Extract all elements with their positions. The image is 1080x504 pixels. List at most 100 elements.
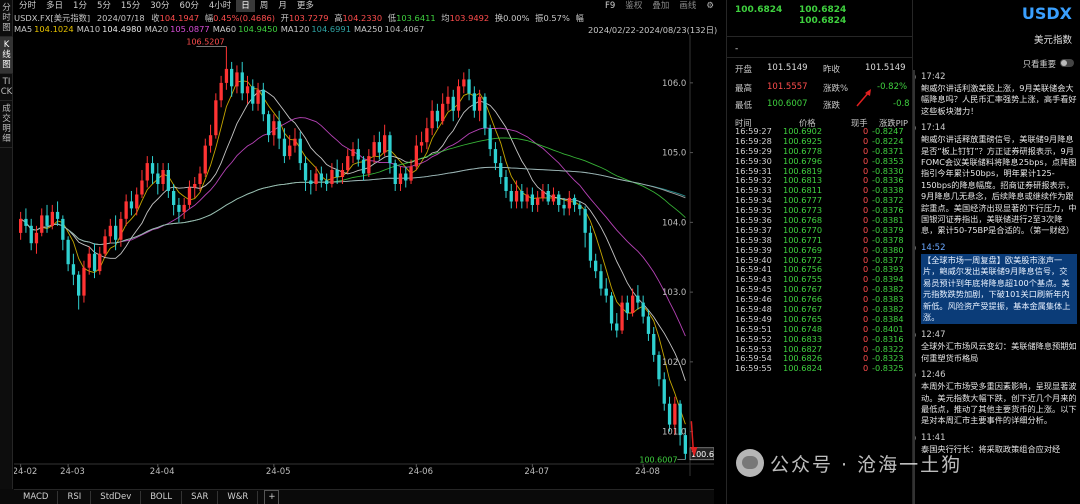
candle [124,194,128,226]
tick-pip: -0.8338 [872,185,904,196]
ma-legend-item: MA250 104.4067 [354,24,424,34]
draw-button[interactable]: 画线 [679,1,697,11]
candle [646,309,651,341]
period-tab[interactable]: 多日 [46,1,64,11]
add-indicator-button[interactable]: + [264,489,280,504]
vtab-kline[interactable]: K线图 [0,37,13,74]
candle [462,72,466,94]
tick-row: 16:59:48 100.6767 0 -0.8382 [735,304,915,315]
tick-pip: -0.8330 [872,165,904,176]
candle [493,142,498,171]
dash-value: - [735,44,739,54]
period-tab[interactable]: 周 [259,1,269,11]
news-time: 17:42 [921,72,946,82]
candle-body [282,138,287,157]
x-tick-label: 24-04 [150,467,175,476]
candle [61,215,65,251]
candle-body [346,156,350,171]
candlestick-chart[interactable]: 106.0 105.0 104.0 103.0 102.0 101.0 100.682 24… [14,35,714,476]
settings-icon[interactable]: ⚙ [706,1,714,11]
news-item[interactable]: 17:42 鲍威尔讲话利激美股上涨，9月美联储会大幅降息吗？人民币汇率强势上涨，高… [915,70,1080,121]
news-item[interactable]: 12:46 本周外汇市场受多重因素影响，呈现显著波动。美元指数大幅下跌，创下近几个… [915,368,1080,431]
candle [298,131,302,171]
low-label: 低 [387,13,397,23]
tick-price: 100.6748 [783,323,823,334]
candle [77,271,81,310]
indicator-tab-stddev[interactable]: StdDev [91,490,142,504]
candle-body [404,173,408,181]
candle-body [98,253,102,272]
chg-pct-label: 涨跌% [823,84,849,94]
indicator-tab-sar[interactable]: SAR [182,490,219,504]
indicator-tab-wr[interactable]: W&R [218,490,259,504]
period-tab-more[interactable]: 更多 [296,1,314,11]
tick-vol: 0 [863,224,869,235]
candle-body [536,197,540,205]
candle-body [214,100,218,136]
period-tab[interactable]: 月 [278,1,287,11]
timeline-dot-icon [915,74,916,80]
tick-row: 16:59:32 100.6813 0 -0.8336 [735,176,915,186]
candle-body [261,89,265,115]
news-item[interactable]: 17:14 鲍威尔讲话释放重磅信号，美联储9月降息是否“板上钉钉”？方正证券研报表… [915,121,1080,241]
candle [230,61,234,97]
vtab-timeshare[interactable]: 分时图 [0,0,13,37]
candle-body [309,180,313,184]
chart-tools: F9 鉴权 叠加 画线 ⚙ [605,0,714,12]
candle [483,93,487,136]
candle-body [419,142,424,146]
candle [129,190,134,216]
tick-row: 16:59:41 100.6756 0 -0.8393 [735,265,915,275]
candle-body [631,295,635,313]
f9-button[interactable]: F9 [605,1,616,11]
period-tab[interactable]: 4小时 [208,1,232,11]
news-text: 鲍威尔讲话释放重磅信号，美联储9月降息是否“板上钉钉”？方正证券研报表示，9月F… [921,134,1077,236]
y-tick-label: 105.0 [662,149,686,159]
period-tab-day[interactable]: 日 [236,0,255,12]
candle-body [425,128,429,143]
candle-body [504,177,508,191]
candle [499,156,503,184]
chg-label: 涨跌 [823,101,841,111]
tick-pip: -0.8384 [872,313,904,324]
news-item[interactable]: 14:52 【全球市场一周复盘】欧美股市涨声一片，鲍威尔发出美联储9月降息信号，交… [915,241,1080,328]
auth-button[interactable]: 鉴权 [625,1,643,11]
candle [208,124,213,153]
indicator-tab-macd[interactable]: MACD [14,490,59,504]
period-tab[interactable]: 1分 [73,1,87,11]
candle [340,163,345,184]
x-tick-label: 24-03 [60,467,85,476]
candle-body [351,149,355,157]
candle [609,292,614,331]
candle [478,89,482,122]
x-tick-label: 24-07 [524,467,549,476]
only-important-toggle[interactable] [1060,59,1074,67]
tick-time: 16:59:40 [735,254,772,265]
indicator-tab-rsi[interactable]: RSI [58,490,92,504]
vtab-tick[interactable]: TICK [0,74,13,101]
vtab-trade-detail[interactable]: 成交明细 [0,101,13,148]
news-text: 鲍威尔讲话利激美股上涨，9月美联储会大幅降息吗？人民币汇率强势上涨，高手看好这些… [921,83,1077,116]
candle-body [303,163,308,181]
candle [45,204,49,233]
tick-time: 16:59:32 [735,175,772,186]
ma-legend: MA5 104.1024 MA10 104.4980 MA20 105.0877 MA60 1… [14,24,427,34]
period-tab[interactable]: 15分 [120,1,141,11]
period-tab[interactable]: 60分 [179,1,199,11]
tick-row: 16:59:27 100.6902 0 -0.8247 [735,126,915,137]
news-item[interactable]: 11:41 泰国央行行长：将采取政策组合应对经 [915,431,1080,459]
period-tab[interactable]: 30分 [150,1,170,11]
candle-body [525,194,529,202]
tick-time: 16:59:35 [735,205,772,216]
news-item[interactable]: 12:47 全球外汇市场风云变幻：美联储降息预期如何重塑货币格局 [915,328,1080,368]
candle [224,46,229,90]
indicator-tab-boll[interactable]: BOLL [141,490,183,504]
candle-body [646,316,651,334]
candle [135,187,139,216]
period-tab[interactable]: 分时 [19,1,37,11]
candle [657,351,661,387]
tick-pip: -0.8380 [872,244,904,255]
overlay-button[interactable]: 叠加 [652,1,670,11]
period-tab[interactable]: 5分 [96,1,111,11]
tick-row: 16:59:53 100.6827 0 -0.8322 [735,344,915,355]
